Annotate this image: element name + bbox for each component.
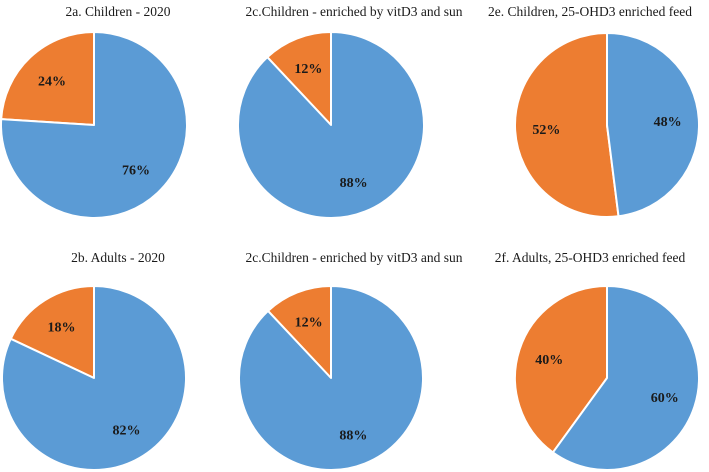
pie-slice-48% xyxy=(606,32,700,218)
pie-slice-label: 88% xyxy=(339,428,367,443)
pie-slice-82% xyxy=(1,285,187,471)
pie-slice-24% xyxy=(0,31,95,126)
pie-slice-label: 12% xyxy=(294,62,322,77)
pie-slice-label: 88% xyxy=(340,176,368,191)
pie-slice-60% xyxy=(551,285,700,471)
pie-chart: 12% 88% xyxy=(238,285,424,471)
pie-slice-52% xyxy=(514,32,620,218)
pie-slice-88% xyxy=(238,285,424,471)
pie-chart: 52% 48% xyxy=(514,32,700,218)
pie-slice-label: 24% xyxy=(38,74,66,89)
pie-slice-label: 12% xyxy=(295,316,323,331)
pie-slice-label: 82% xyxy=(113,423,141,438)
pie-chart: 40% 60% xyxy=(514,285,700,471)
pie-slice-label: 52% xyxy=(532,123,560,138)
pie-slice-76% xyxy=(0,31,188,219)
pie-panel-2b: 2b. Adults - 2020 18% 82% xyxy=(0,236,236,472)
pie-slice-12% xyxy=(267,285,332,379)
pie-panel-2e: 2e. Children, 25-OHD3 enriched feed 52% 4… xyxy=(472,0,708,236)
pie-slice-18% xyxy=(9,285,95,379)
pie-slice-88% xyxy=(237,31,425,219)
chart-title: 2c.Children - enriched by vitD3 and sun xyxy=(245,250,463,265)
chart-title: 2a. Children - 2020 xyxy=(65,4,171,19)
pie-panel-2f: 2f. Adults, 25-OHD3 enriched feed 40% 60% xyxy=(472,236,708,472)
chart-title: 2f. Adults, 25-OHD3 enriched feed xyxy=(494,250,686,265)
pie-chart: 18% 82% xyxy=(1,285,187,471)
pie-chart: 24% 76% xyxy=(0,31,188,219)
chart-title: 2e. Children, 25-OHD3 enriched feed xyxy=(488,4,692,19)
chart-title: 2c.Children - enriched by vitD3 and sun xyxy=(245,4,463,19)
chart-title: 2b. Adults - 2020 xyxy=(71,250,165,265)
pie-slice-40% xyxy=(514,285,608,454)
pie-chart: 12% 88% xyxy=(237,31,425,219)
pie-slice-label: 40% xyxy=(535,353,563,368)
pie-slice-label: 48% xyxy=(654,115,682,130)
pie-panel-2c-top: 2c.Children - enriched by vitD3 and sun … xyxy=(236,0,472,236)
pie-slice-label: 76% xyxy=(122,164,150,179)
pie-panel-2a: 2a. Children - 2020 24% 76% xyxy=(0,0,236,236)
pie-slice-label: 60% xyxy=(651,391,679,406)
pie-panel-2c-bottom: 2c.Children - enriched by vitD3 and sun … xyxy=(236,236,472,472)
pie-slice-label: 18% xyxy=(47,321,75,336)
pie-slice-12% xyxy=(266,31,332,126)
